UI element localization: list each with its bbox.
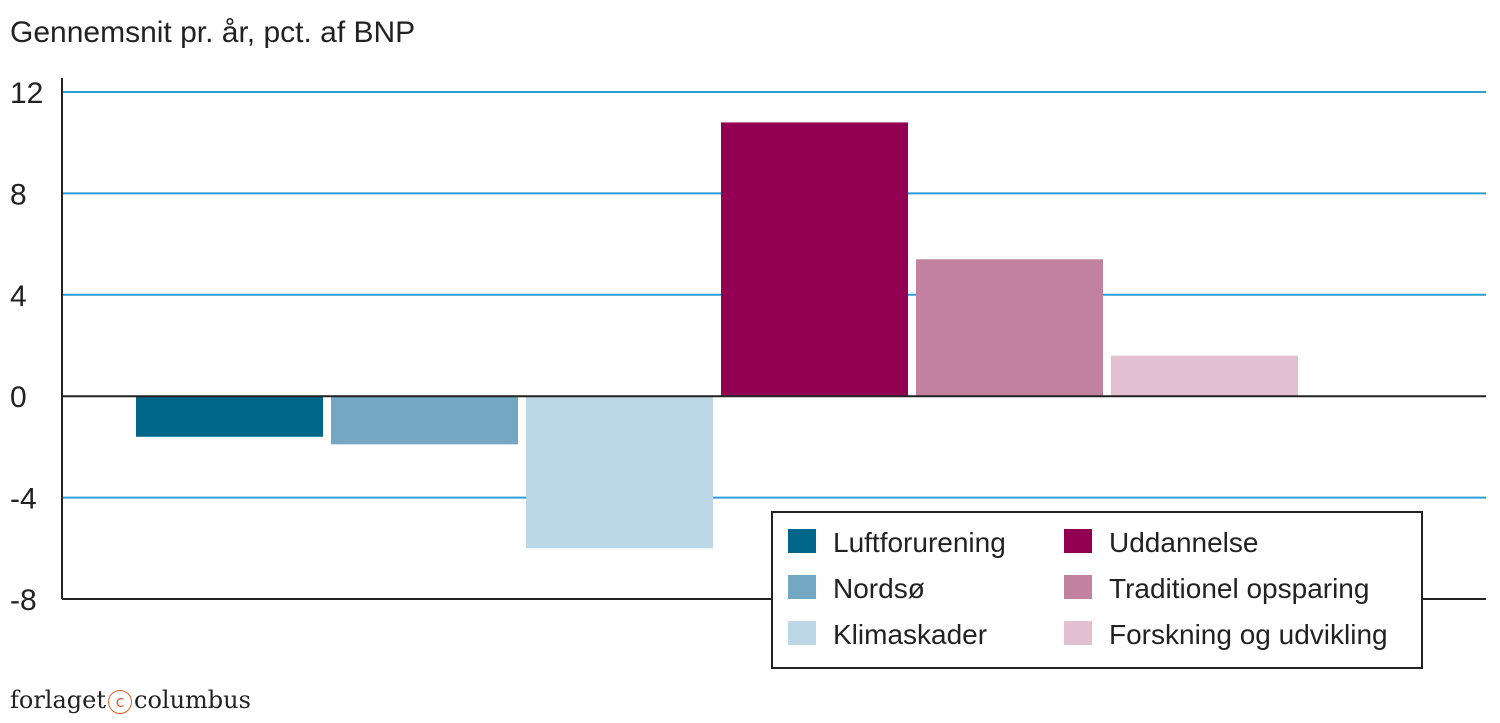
legend-label: Uddannelse (1109, 527, 1258, 558)
bar-chart: Gennemsnit pr. år, pct. af BNP 12 8 4 0 -4 -8… (10, 16, 1486, 669)
bar-traditionel-opsparing (916, 259, 1103, 397)
bar-luftforurening (136, 396, 323, 437)
legend-label: Luftforurening (833, 527, 1006, 558)
credit-left-text: forlaget (10, 686, 106, 714)
legend-swatch (1064, 529, 1092, 553)
legend-swatch (788, 621, 816, 645)
legend-swatch (788, 575, 816, 599)
legend-label: Nordsø (833, 573, 925, 604)
y-axis-label: Gennemsnit pr. år, pct. af BNP (10, 16, 415, 49)
bar-forskning-og-udvikling (1111, 355, 1298, 397)
legend-swatch (1064, 575, 1092, 599)
legend-swatch (788, 529, 816, 553)
legend-label: Klimaskader (833, 619, 987, 650)
legend-label: Traditionel opsparing (1109, 573, 1369, 604)
y-tick-label: 4 (10, 280, 27, 313)
publisher-credit: forlaget c columbus (10, 686, 251, 714)
y-tick-label: 0 (10, 381, 27, 414)
bar-nordsø (331, 396, 518, 445)
y-tick-label: -8 (10, 584, 37, 617)
credit-right-text: columbus (134, 686, 251, 714)
y-axis-ticks: 12 8 4 0 -4 -8 (10, 77, 43, 617)
bar-klimaskader (526, 396, 713, 549)
legend-swatch (1064, 621, 1092, 645)
legend-label: Forskning og udvikling (1109, 619, 1388, 650)
y-tick-label: 12 (10, 77, 43, 110)
y-tick-label: -4 (10, 483, 37, 516)
y-tick-label: 8 (10, 178, 27, 211)
copyright-icon: c (108, 690, 132, 714)
legend-box (771, 511, 1423, 669)
bar-uddannelse (721, 122, 908, 397)
legend: Luftforurening Nordsø Klimaskader Uddannels… (771, 511, 1423, 669)
bars (136, 122, 1298, 549)
